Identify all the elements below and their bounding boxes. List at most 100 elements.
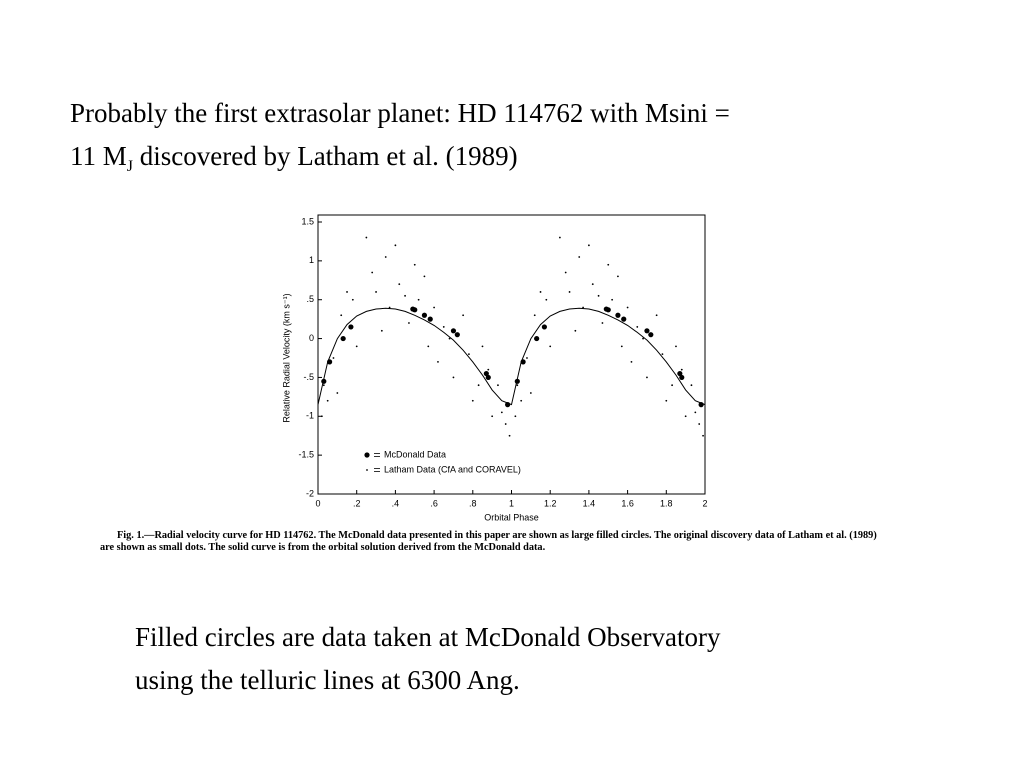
x-tick-label: 1.2: [544, 498, 557, 508]
mcdonald-point: [340, 335, 346, 342]
mcdonald-point: [698, 402, 704, 408]
latham-point: [514, 415, 517, 418]
latham-point: [597, 294, 600, 297]
y-tick-label: 1.5: [301, 216, 314, 226]
latham-point: [558, 236, 561, 239]
latham-point: [588, 244, 590, 247]
y-tick-label: -.5: [303, 372, 314, 382]
latham-point: [462, 314, 465, 317]
x-tick-label: .6: [430, 498, 438, 508]
mcdonald-point: [648, 332, 654, 338]
mcdonald-point: [421, 312, 428, 318]
latham-point: [332, 357, 335, 359]
figure-caption: Fig. 1.—Radial velocity curve for HD 114…: [100, 530, 877, 553]
latham-point: [375, 291, 377, 293]
y-tick-label: -1: [306, 411, 314, 421]
latham-point: [671, 384, 674, 387]
mcdonald-point: [615, 312, 621, 318]
y-tick-label: -2: [306, 488, 314, 498]
latham-point: [336, 392, 339, 394]
latham-point: [646, 376, 648, 379]
latham-point: [355, 345, 358, 348]
note-line: using the telluric lines at 6300 Ang.: [135, 665, 520, 695]
mcdonald-point: [534, 335, 540, 342]
title-text: 11 M: [70, 141, 127, 171]
note-line: Filled circles are data taken at McDonal…: [135, 622, 721, 652]
latham-point: [655, 314, 658, 317]
title-line: Probably the first extrasolar planet: HD…: [70, 98, 730, 128]
y-tick-label: -1.5: [298, 450, 314, 460]
x-axis-label: Orbital Phase: [484, 512, 539, 522]
latham-point: [601, 322, 604, 324]
latham-point: [437, 360, 439, 363]
latham-point: [427, 345, 430, 348]
x-tick-label: .8: [469, 498, 477, 508]
x-tick-label: 1.6: [621, 498, 634, 508]
mcdonald-point: [412, 307, 418, 313]
latham-point: [500, 411, 503, 414]
y-tick-label: .5: [306, 294, 314, 304]
latham-point: [665, 399, 668, 402]
latham-point: [617, 275, 619, 278]
latham-point: [371, 271, 374, 274]
latham-point: [398, 283, 401, 286]
x-tick-label: 1.8: [660, 498, 673, 508]
latham-point: [642, 337, 644, 340]
latham-point: [388, 306, 391, 309]
latham-point: [630, 360, 633, 363]
latham-point: [365, 236, 368, 239]
caption-box: Fig. 1.—Radial velocity curve for HD 114…: [100, 530, 877, 553]
latham-point: [504, 423, 507, 425]
mcdonald-point: [348, 324, 354, 330]
y-tick-label: 1: [309, 255, 314, 265]
mcdonald-point: [427, 316, 433, 322]
latham-point: [661, 353, 664, 356]
latham-point: [320, 415, 323, 418]
mcdonald-point: [621, 316, 627, 322]
legend-marker: [366, 469, 368, 471]
mcdonald-point: [514, 378, 520, 384]
mcdonald-point: [483, 370, 489, 377]
latham-point: [491, 415, 494, 418]
latham-point: [404, 294, 406, 297]
latham-point: [675, 345, 677, 348]
latham-point: [384, 256, 387, 258]
latham-point: [442, 326, 445, 328]
latham-point: [545, 298, 548, 301]
latham-point: [680, 368, 683, 371]
mcdonald-point: [321, 378, 327, 384]
latham-point: [477, 384, 480, 387]
latham-point: [591, 283, 594, 286]
latham-point: [694, 411, 697, 414]
latham-point: [423, 275, 426, 278]
latham-point: [529, 392, 532, 394]
latham-point: [520, 399, 523, 402]
mcdonald-point: [644, 328, 650, 334]
latham-point: [452, 376, 455, 379]
fit-curve: [317, 307, 706, 406]
x-tick-label: .2: [353, 498, 361, 508]
latham-point: [516, 384, 519, 387]
mcdonald-point: [454, 332, 460, 338]
latham-point: [468, 353, 470, 356]
latham-point: [568, 291, 571, 293]
latham-point: [698, 423, 701, 425]
mcdonald-point: [450, 328, 457, 334]
legend-marker: [364, 452, 370, 458]
mcdonald-point: [677, 370, 683, 377]
latham-point: [351, 298, 354, 301]
latham-point: [620, 345, 623, 348]
latham-point: [533, 314, 536, 317]
latham-point: [702, 434, 704, 437]
latham-point: [346, 291, 348, 293]
latham-point: [380, 329, 383, 332]
latham-point: [549, 345, 552, 348]
latham-point: [471, 399, 474, 402]
latham-point: [481, 345, 484, 348]
latham-point: [578, 256, 581, 258]
x-tick-label: .4: [392, 498, 400, 508]
x-tick-label: 1: [509, 498, 514, 508]
latham-point: [326, 399, 329, 402]
